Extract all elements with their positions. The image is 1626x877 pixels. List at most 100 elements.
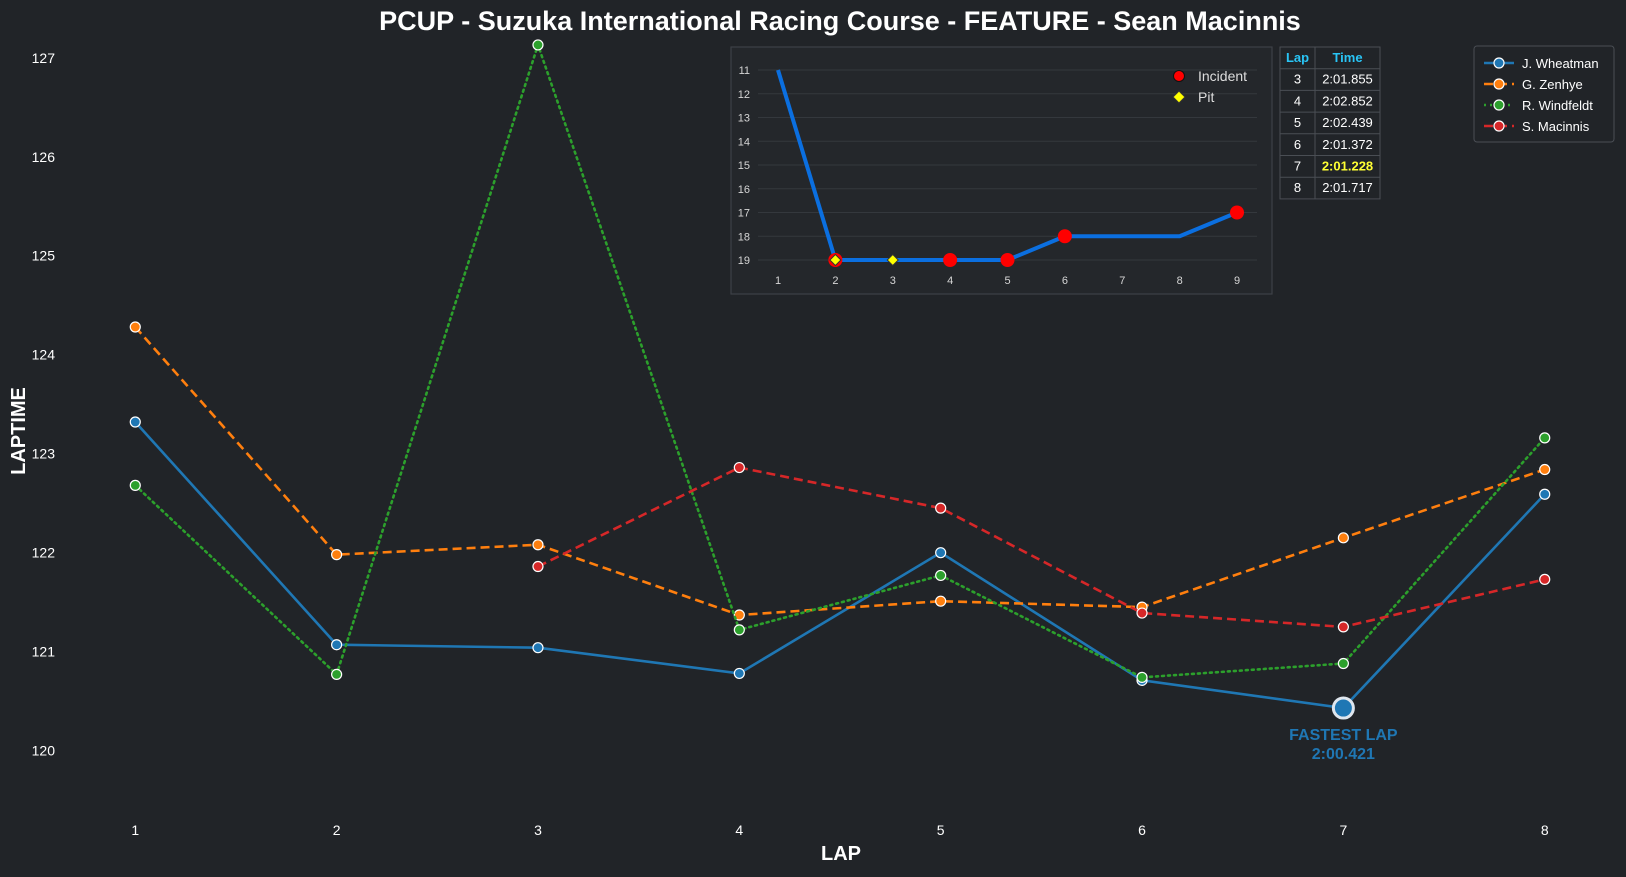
y-tick-label: 122 — [32, 545, 56, 561]
inset-y-tick-label: 16 — [738, 184, 750, 196]
fastest-lap-marker — [1331, 696, 1355, 720]
inset-y-tick-label: 13 — [738, 113, 750, 125]
data-point — [1337, 621, 1349, 633]
table-cell-time: 2:01.717 — [1322, 180, 1373, 195]
incident-marker — [1230, 205, 1244, 220]
inset-y-tick-label: 19 — [738, 255, 750, 267]
data-point — [935, 569, 947, 582]
data-point — [935, 547, 947, 559]
y-tick-label: 121 — [32, 644, 56, 660]
data-point — [733, 667, 745, 680]
table-cell-lap: 8 — [1294, 180, 1301, 195]
inset-y-tick-label: 11 — [739, 65, 750, 77]
table-header-lap: Lap — [1286, 50, 1309, 65]
data-point — [331, 549, 343, 561]
incident-marker — [1057, 229, 1072, 244]
table-cell-time: 2:02.852 — [1322, 93, 1373, 108]
series-line — [134, 326, 1546, 617]
inset-x-tick-label: 2 — [832, 275, 838, 287]
inset-x-tick-label: 4 — [947, 275, 953, 287]
inset-x-tick-label: 5 — [1004, 275, 1010, 287]
table-cell-lap: 5 — [1294, 115, 1301, 130]
inset-x-tick-label: 9 — [1234, 275, 1240, 287]
legend-marker — [1493, 99, 1505, 111]
legend: J. Wheatman G. Zenhye R. Windfeldt S. Macin… — [1473, 45, 1615, 143]
inset-frame — [730, 46, 1273, 295]
data-point — [935, 595, 947, 607]
legend-frame — [1473, 45, 1615, 143]
data-point — [935, 502, 947, 514]
x-tick-label: 1 — [131, 822, 139, 838]
x-tick-label: 8 — [1541, 822, 1549, 838]
data-point — [1539, 488, 1551, 500]
data-point — [1539, 432, 1551, 444]
data-point — [532, 642, 544, 654]
pit-legend-label: Pit — [1198, 89, 1214, 105]
pit-marker — [886, 253, 899, 267]
inset-x-tick-label: 1 — [775, 275, 781, 287]
incident-marker — [943, 253, 958, 267]
legend-marker — [1493, 78, 1505, 90]
y-tick-label: 127 — [32, 50, 56, 66]
inset-y-tick-label: 15 — [738, 160, 750, 172]
data-point — [1337, 657, 1349, 670]
y-tick-label: 125 — [32, 248, 56, 264]
table-cell-lap: 6 — [1294, 137, 1301, 152]
table-cell-time: 2:02.439 — [1322, 115, 1373, 130]
series-line — [537, 466, 1546, 629]
x-tick-label: 7 — [1339, 822, 1347, 838]
x-tick-label: 4 — [735, 822, 743, 838]
legend-label: J. Wheatman — [1522, 56, 1599, 71]
x-tick-label: 5 — [937, 822, 945, 838]
x-axis-label: LAP — [821, 843, 861, 865]
table-cell-lap: 3 — [1294, 72, 1301, 87]
legend-label: S. Macinnis — [1522, 119, 1590, 134]
inset-x-tick-label: 8 — [1177, 275, 1183, 287]
data-point — [129, 416, 141, 428]
chart-title: PCUP - Suzuka International Racing Cours… — [379, 6, 1301, 36]
table-frame — [1279, 46, 1381, 200]
fastest-lap-label: FASTEST LAP — [1289, 727, 1398, 744]
x-tick-label: 3 — [534, 822, 542, 838]
y-tick-label: 126 — [32, 149, 56, 165]
legend-marker — [1493, 57, 1505, 69]
legend-label: G. Zenhye — [1522, 77, 1583, 92]
legend-label: R. Windfeldt — [1522, 98, 1593, 113]
x-tick-label: 2 — [333, 822, 341, 838]
data-point — [331, 668, 343, 681]
table-cell-time: 2:01.855 — [1322, 72, 1373, 87]
data-point — [1136, 607, 1148, 619]
data-point — [331, 639, 343, 651]
data-point — [532, 39, 544, 51]
lap-table: Lap Time 3 2:01.855 4 2:02.852 5 2:02.439 6 2:01.… — [1279, 46, 1381, 200]
inset-y-tick-label: 14 — [738, 136, 750, 148]
inset-x-tick-label: 7 — [1119, 275, 1125, 287]
data-point — [1539, 573, 1551, 585]
inset-x-tick-label: 3 — [890, 275, 896, 287]
table-cell-lap: 7 — [1294, 159, 1301, 174]
fastest-lap-time: 2:00.421 — [1312, 746, 1375, 763]
data-point — [129, 321, 141, 333]
data-point — [1539, 463, 1551, 476]
inset-x-tick-label: 6 — [1062, 275, 1068, 287]
y-tick-label: 124 — [32, 347, 56, 363]
pit-marker — [829, 253, 842, 267]
y-tick-label: 123 — [32, 446, 56, 462]
data-point — [129, 479, 141, 491]
inset-y-tick-label: 12 — [738, 89, 750, 101]
y-tick-label: 120 — [32, 743, 56, 759]
series-line — [134, 421, 1546, 710]
data-point — [733, 461, 745, 474]
incident-legend-marker — [1173, 70, 1185, 82]
y-axis-label: LAPTIME — [8, 387, 30, 475]
data-point — [532, 560, 544, 573]
data-point — [532, 539, 544, 551]
table-cell-time: 2:01.228 — [1322, 159, 1373, 174]
x-tick-label: 6 — [1138, 822, 1146, 838]
data-point — [1136, 671, 1148, 683]
inset-y-tick-label: 17 — [738, 208, 750, 220]
table-cell-time: 2:01.372 — [1322, 137, 1373, 152]
